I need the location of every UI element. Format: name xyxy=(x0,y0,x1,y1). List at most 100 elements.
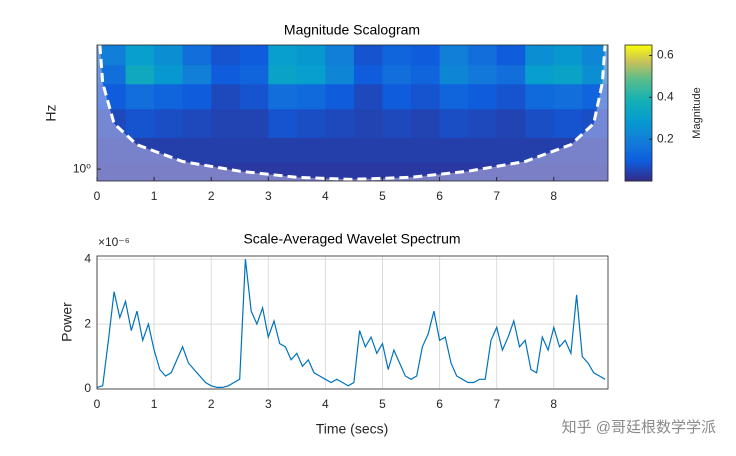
cell xyxy=(496,137,526,164)
colorbar-frame xyxy=(624,44,653,182)
colorbar-swatch xyxy=(625,165,652,168)
y-axis-label: Power xyxy=(59,302,75,342)
colorbar-tick-label: 0.4 xyxy=(657,89,674,103)
cell xyxy=(325,84,355,110)
cell xyxy=(154,65,184,85)
x-tick-label: 0 xyxy=(94,189,101,203)
cell xyxy=(268,109,298,139)
colorbar-swatch xyxy=(625,119,652,123)
cell xyxy=(525,84,555,110)
coi-shade xyxy=(97,45,608,181)
colorbar-swatch xyxy=(625,103,652,107)
colorbar-swatch xyxy=(625,99,652,103)
colorbar-swatch xyxy=(625,76,652,80)
cell xyxy=(182,109,212,139)
cell xyxy=(239,65,269,85)
cell xyxy=(239,137,269,164)
cell xyxy=(411,65,441,85)
colorbar-swatch xyxy=(625,108,652,112)
cell xyxy=(154,84,184,110)
cell xyxy=(553,45,583,66)
y-tick-label: 4 xyxy=(84,251,91,265)
y-tick-label: 2 xyxy=(84,316,91,330)
colorbar-swatch xyxy=(625,45,652,48)
cell xyxy=(97,45,127,66)
colorbar-swatch xyxy=(625,115,652,119)
x-tick-label: 6 xyxy=(436,189,443,203)
cell xyxy=(296,84,326,110)
cell xyxy=(525,45,555,66)
colorbar-swatch xyxy=(625,58,652,62)
colorbar-tick-label: 0.6 xyxy=(657,48,674,62)
cell xyxy=(325,65,355,85)
cell xyxy=(353,84,383,110)
cell xyxy=(239,84,269,110)
cell xyxy=(468,84,498,110)
watermark: 知乎 @哥廷根数学学派 xyxy=(562,419,716,436)
cell xyxy=(496,45,526,66)
colorbar-swatch xyxy=(625,69,652,73)
x-tick-label: 1 xyxy=(151,397,158,411)
y-exponent: ×10⁻⁶ xyxy=(98,235,130,249)
cell xyxy=(525,109,555,139)
colorbar-swatch xyxy=(625,88,652,91)
axes-frame xyxy=(96,255,609,390)
cell xyxy=(125,45,155,66)
cell xyxy=(296,65,326,85)
x-tick-label: 2 xyxy=(208,397,215,411)
colorbar-swatch xyxy=(625,156,652,159)
cell xyxy=(582,45,608,66)
cell xyxy=(211,109,241,139)
cell xyxy=(296,45,326,66)
colorbar-swatch xyxy=(625,178,652,182)
colorbar-swatch xyxy=(625,94,652,98)
x-tick-label: 3 xyxy=(265,397,272,411)
cell xyxy=(211,65,241,85)
cell xyxy=(411,109,441,139)
cell xyxy=(468,137,498,164)
cell xyxy=(439,65,469,85)
colorbar-swatch xyxy=(625,51,652,55)
cell xyxy=(382,109,412,139)
x-tick-label: 0 xyxy=(94,397,101,411)
x-tick-label: 5 xyxy=(379,189,386,203)
colorbar-swatch xyxy=(625,67,652,71)
x-tick-label: 1 xyxy=(151,189,158,203)
colorbar-swatch xyxy=(625,113,652,116)
cell xyxy=(411,84,441,110)
colorbar-tick-label: 0.2 xyxy=(657,131,674,145)
cell xyxy=(382,65,412,85)
colorbar-swatch xyxy=(625,63,652,66)
colorbar-swatch xyxy=(625,162,652,166)
colorbar-swatch xyxy=(625,158,652,162)
cell xyxy=(296,109,326,139)
colorbar-swatch xyxy=(625,83,652,87)
colorbar-swatch xyxy=(625,101,652,105)
cell xyxy=(439,45,469,66)
cell xyxy=(125,84,155,110)
cell xyxy=(182,137,212,164)
x-tick-label: 6 xyxy=(436,397,443,411)
cell xyxy=(211,84,241,110)
cell xyxy=(97,65,127,85)
colorbar-swatch xyxy=(625,92,652,96)
cell xyxy=(239,109,269,139)
colorbar-swatch xyxy=(625,65,652,69)
cell xyxy=(439,84,469,110)
colorbar-swatch xyxy=(625,49,652,53)
colorbar-swatch xyxy=(625,90,652,94)
colorbar-swatch xyxy=(625,167,652,171)
colorbar-swatch xyxy=(625,149,652,153)
y-tick-label: 0 xyxy=(84,381,91,395)
colorbar-swatch xyxy=(625,176,652,180)
x-tick-label: 7 xyxy=(493,189,500,203)
cell xyxy=(525,65,555,85)
colorbar-swatch xyxy=(625,133,652,137)
x-tick-label: 8 xyxy=(550,189,557,203)
axes-frame xyxy=(96,44,609,182)
cell xyxy=(496,109,526,139)
cell xyxy=(182,84,212,110)
colorbar-label: Magnitude xyxy=(691,87,703,138)
cell xyxy=(582,65,608,85)
